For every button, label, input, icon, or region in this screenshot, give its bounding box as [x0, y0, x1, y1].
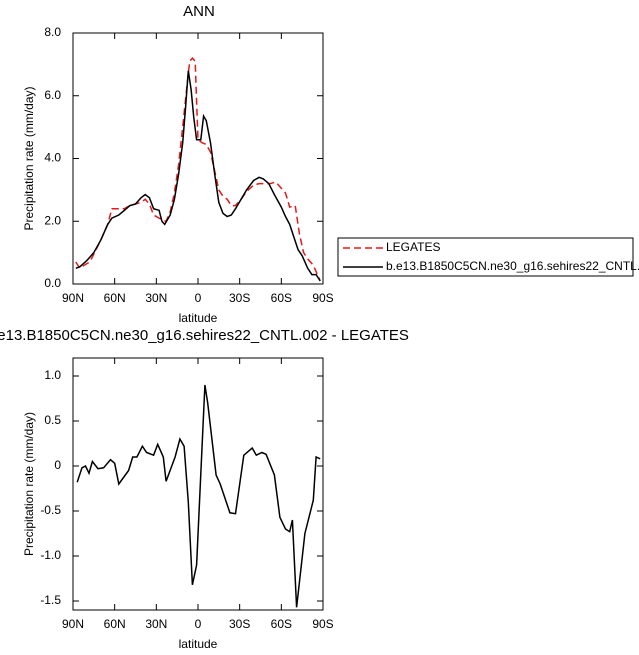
x-tick-label: 30N	[145, 617, 167, 631]
x-tick-label: 60S	[271, 617, 292, 631]
y-tick-label: -1.5	[40, 593, 61, 607]
x-tick-label: 60N	[104, 617, 126, 631]
x-axis-label: latitude	[179, 637, 218, 651]
y-tick-label: -1.0	[40, 548, 61, 562]
x-tick-label: 90N	[62, 291, 84, 305]
y-tick-label: 0	[54, 458, 61, 472]
x-tick-label: 60S	[271, 291, 292, 305]
x-tick-label: 90N	[62, 617, 84, 631]
x-tick-label: 30S	[229, 617, 250, 631]
y-axis-label: Precipitation rate (mm/day)	[22, 86, 36, 230]
y-tick-label: 4.0	[44, 151, 61, 165]
data-line	[75, 56, 321, 282]
plot-frame	[72, 32, 324, 285]
x-tick-label: 30N	[145, 291, 167, 305]
y-tick-label: 0.0	[44, 276, 61, 290]
chart-title: .e13.B1850C5CN.ne30_g16.sehires22_CNTL.0…	[0, 327, 409, 344]
data-line	[75, 70, 321, 282]
chart-title: ANN	[183, 3, 215, 20]
x-axis-label: latitude	[179, 311, 218, 325]
legend-label: LEGATES	[386, 240, 440, 254]
x-tick-label: 30S	[229, 291, 250, 305]
y-tick-label: 8.0	[44, 25, 61, 39]
y-tick-label: 1.0	[44, 368, 61, 382]
y-tick-label: 6.0	[44, 88, 61, 102]
y-axis-label: Precipitation rate (mm/day)	[22, 412, 36, 556]
x-tick-label: 60N	[104, 291, 126, 305]
x-tick-label: 0	[195, 617, 202, 631]
x-tick-label: 90S	[312, 291, 333, 305]
x-tick-label: 0	[195, 291, 202, 305]
legend-box	[337, 237, 634, 277]
plot-frame	[72, 357, 324, 611]
x-tick-label: 90S	[312, 617, 333, 631]
data-line	[76, 384, 321, 608]
y-tick-label: 2.0	[44, 213, 61, 227]
y-tick-label: 0.5	[44, 413, 61, 427]
y-tick-label: -0.5	[40, 503, 61, 517]
legend-label: b.e13.B1850C5CN.ne30_g16.sehires22_CNTL.…	[386, 259, 639, 273]
